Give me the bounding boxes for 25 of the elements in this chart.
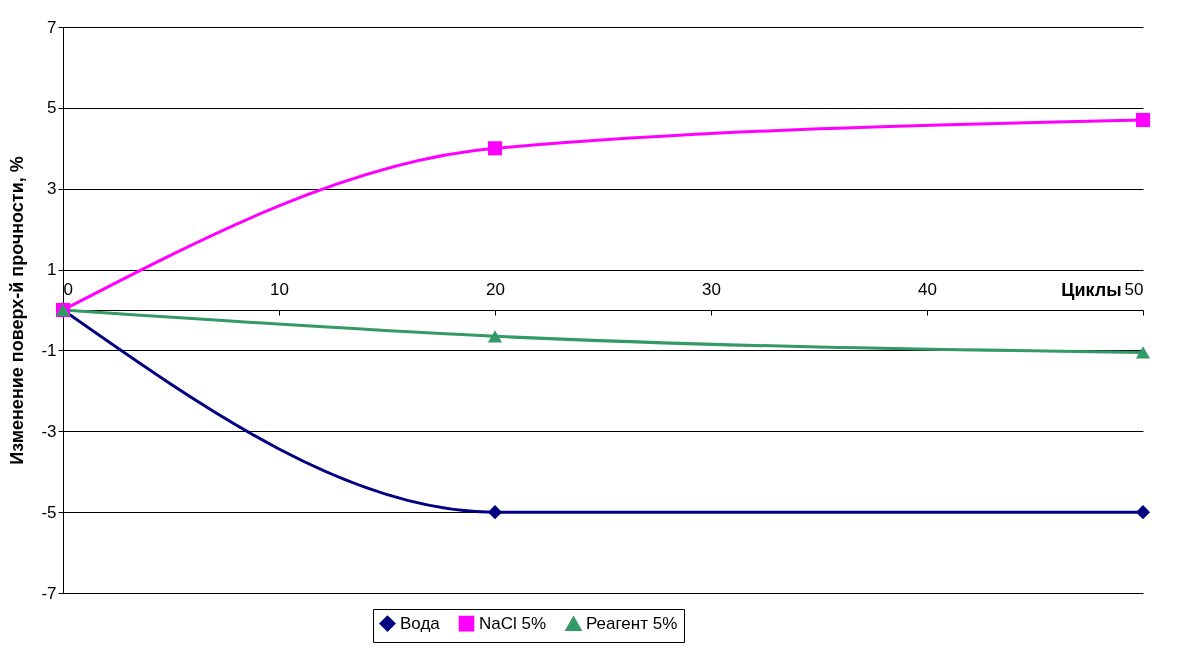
y-tick-label: -5 <box>41 502 57 522</box>
y-axis-title: Изменение поверх-й прочности, % <box>7 156 28 465</box>
x-tick-label: 50 <box>1124 279 1144 299</box>
y-tick-label: -1 <box>41 340 57 360</box>
y-tick-label: 1 <box>47 260 57 280</box>
y-tick-label: -7 <box>41 583 57 603</box>
point <box>1135 112 1151 128</box>
legend-label: Вода <box>400 613 441 633</box>
y-tick-label: 7 <box>47 17 57 37</box>
y-tick-label: -3 <box>41 421 57 441</box>
point <box>1135 346 1151 359</box>
x-tick-label: 30 <box>702 279 721 299</box>
x-tick-label: 20 <box>486 279 505 299</box>
point <box>487 141 503 156</box>
y-tick-label: 5 <box>47 98 57 118</box>
point <box>1135 505 1151 520</box>
y-tick-label: 3 <box>47 179 57 199</box>
x-tick-label: 0 <box>63 279 73 299</box>
point <box>487 330 503 343</box>
x-tick-label: 40 <box>918 279 937 299</box>
legend-label: NaCl 5% <box>479 613 547 633</box>
legend-label: Реагент 5% <box>586 614 678 634</box>
x-tick-label: 10 <box>270 279 289 299</box>
point <box>487 505 503 520</box>
x-axis-title: Циклы <box>1061 279 1122 300</box>
